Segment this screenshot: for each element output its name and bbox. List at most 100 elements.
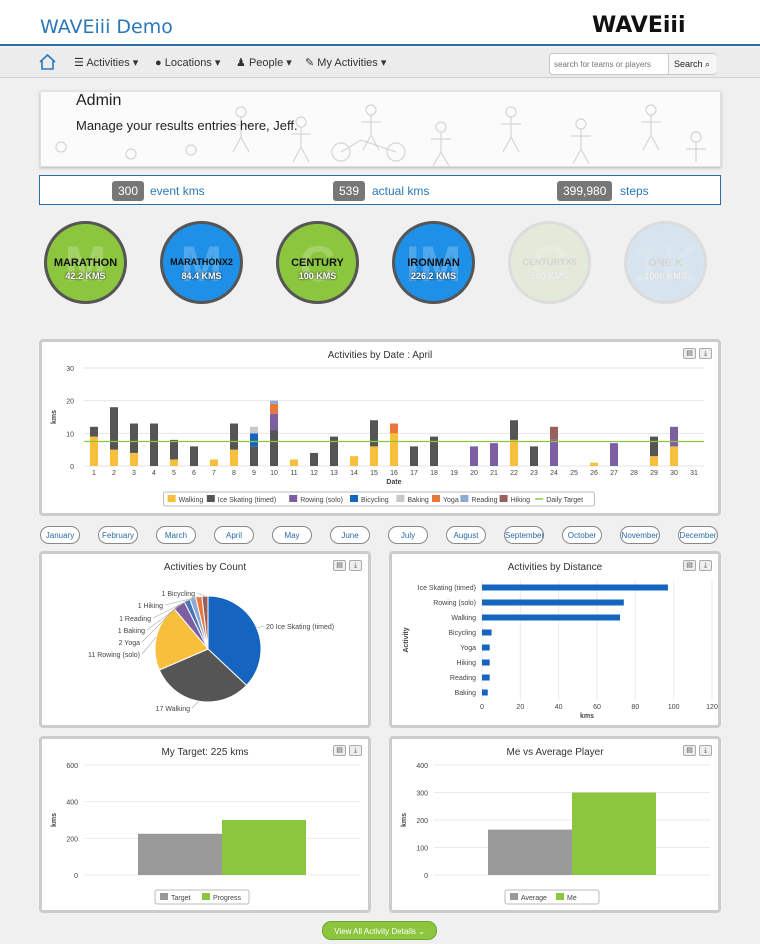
search-button[interactable]: Search ⌕: [668, 54, 717, 74]
download-icon[interactable]: ⤓: [699, 348, 712, 359]
nav-activities[interactable]: ☰ Activities ▾: [74, 57, 139, 69]
legend-label: Average: [521, 895, 547, 902]
y-tick-label: 200: [416, 818, 428, 825]
badge-ironman[interactable]: IM IRONMAN 226.2 KMS: [392, 221, 475, 304]
average-chart-panel: Me vs Average Player ▤ ⤓ 0 100 200 300 400 km…: [389, 736, 721, 913]
home-icon[interactable]: [39, 54, 56, 70]
bar-segment: [510, 420, 518, 440]
bar-segment: [490, 443, 498, 466]
badge-name: MARATHONX2: [170, 257, 233, 267]
y-tick-label: 400: [416, 763, 428, 770]
bar-segment: [390, 433, 398, 466]
badge-century[interactable]: C CENTURY 100 KMS: [276, 221, 359, 304]
legend-swatch: [432, 495, 440, 502]
month-february[interactable]: February: [98, 526, 138, 544]
bar-segment: [270, 400, 278, 404]
month-october[interactable]: October: [562, 526, 602, 544]
nav-locations[interactable]: ● Locations ▾: [155, 57, 221, 69]
month-march[interactable]: March: [156, 526, 196, 544]
nav-my-activities-label: My Activities: [317, 57, 378, 69]
count-pie-chart: 20 Ice Skating (timed) 17 Walking 11 Rowin…: [88, 591, 334, 713]
bar-segment: [110, 449, 118, 466]
legend-swatch: [510, 893, 518, 900]
x-tick-label: 24: [550, 470, 558, 477]
top-bar: [0, 0, 760, 46]
app-title[interactable]: WAVEiii Demo: [40, 16, 173, 38]
wave-logo[interactable]: WAVEiii: [592, 10, 717, 36]
print-icon[interactable]: ▤: [683, 745, 696, 756]
pie-label: 1 Hiking: [138, 603, 163, 610]
bar-segment: [190, 446, 198, 466]
download-icon[interactable]: ⤓: [699, 745, 712, 756]
chevron-down-icon: ⌄: [418, 927, 425, 936]
badge-bg-letter: C: [299, 236, 336, 292]
distance-bar: [482, 689, 488, 696]
x-tick-label: 28: [630, 470, 638, 477]
pie-slice: [207, 595, 262, 687]
month-september[interactable]: September: [504, 526, 544, 544]
average-chart-title: Me vs Average Player: [506, 747, 604, 758]
print-icon[interactable]: ▤: [683, 348, 696, 359]
badge-marathonx2[interactable]: M MARATHONX2 84.4 KMS: [160, 221, 243, 304]
month-july[interactable]: July: [388, 526, 428, 544]
badge-centuryx5[interactable]: C CENTURYX5 500 KMS: [508, 221, 591, 304]
print-icon[interactable]: ▤: [333, 745, 346, 756]
x-tick-label: 100: [668, 704, 680, 711]
badge-one-k[interactable]: 1K ONE K 1000 KMS: [624, 221, 707, 304]
distance-chart-title: Activities by Distance: [507, 562, 603, 573]
download-icon[interactable]: ⤓: [349, 745, 362, 756]
target-chart-panel: My Target: 225 kms ▤ ⤓ 0 200 400 600 kms Targ…: [39, 736, 371, 913]
pie-leader: [164, 596, 199, 606]
legend-label: Yoga: [443, 497, 459, 504]
legend-label: Reading: [471, 497, 497, 504]
pie-leader: [146, 600, 188, 631]
x-tick-label: 30: [670, 470, 678, 477]
x-tick-label: 4: [152, 470, 156, 477]
x-tick-label: 80: [631, 704, 639, 711]
bar-segment: [250, 446, 258, 466]
badge-marathon[interactable]: M MARATHON 42.2 KMS: [44, 221, 127, 304]
month-january[interactable]: January: [40, 526, 80, 544]
x-tick-label: 20: [470, 470, 478, 477]
x-tick-label: 15: [370, 470, 378, 477]
actual-kms-label: actual kms: [372, 184, 430, 198]
average-bar-chart: 0 100 200 300 400 kms Average Me: [401, 763, 710, 905]
month-december[interactable]: December: [678, 526, 718, 544]
bar-segment: [530, 446, 538, 466]
bar-segment: [550, 426, 558, 440]
x-axis-label: kms: [580, 713, 594, 720]
x-tick-label: 6: [192, 470, 196, 477]
x-tick-label: 25: [570, 470, 578, 477]
view-all-button[interactable]: View All Activity Details ⌄: [322, 921, 437, 940]
event-kms-label: event kms: [150, 184, 205, 198]
pie-leader: [152, 597, 193, 619]
month-june[interactable]: June: [330, 526, 370, 544]
download-icon[interactable]: ⤓: [349, 560, 362, 571]
month-november[interactable]: November: [620, 526, 660, 544]
month-may[interactable]: May: [272, 526, 312, 544]
bar-segment: [610, 443, 618, 466]
legend-label: Hiking: [511, 497, 531, 504]
bar-segment: [130, 452, 138, 466]
print-icon[interactable]: ▤: [333, 560, 346, 571]
badge-kms: 1000 KMS: [644, 271, 687, 281]
bar-segment: [310, 452, 318, 466]
distance-bar: [482, 644, 490, 651]
month-august[interactable]: August: [446, 526, 486, 544]
edit-icon: ✎: [305, 57, 315, 69]
search-input[interactable]: [554, 57, 666, 72]
month-april[interactable]: April: [214, 526, 254, 544]
admin-banner: Admin Manage your results entries here, …: [40, 91, 721, 167]
nav-my-activities[interactable]: ✎ My Activities ▾: [305, 57, 387, 69]
bar-segment: [270, 403, 278, 414]
nav-people[interactable]: ♟ People ▾: [236, 57, 292, 69]
bar: [222, 820, 306, 875]
y-tick-label: Bicycling: [448, 630, 476, 637]
x-tick-label: 40: [555, 704, 563, 711]
count-chart-title: Activities by Count: [163, 562, 247, 573]
download-icon[interactable]: ⤓: [699, 560, 712, 571]
print-icon[interactable]: ▤: [683, 560, 696, 571]
x-tick-label: 8: [232, 470, 236, 477]
y-tick-label: 10: [66, 431, 74, 438]
